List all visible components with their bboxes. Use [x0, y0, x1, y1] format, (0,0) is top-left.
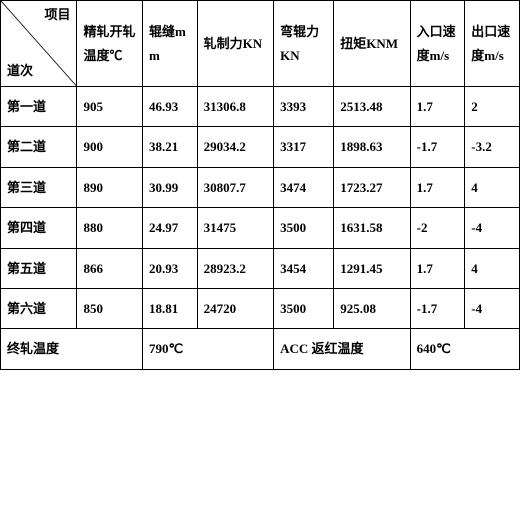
cell: 925.08	[334, 288, 410, 328]
table-row: 第四道 880 24.97 31475 3500 1631.58 -2 -4	[1, 208, 520, 248]
cell: 2513.48	[334, 87, 410, 127]
rolling-schedule-table: 项目 道次 精轧开轧温度℃ 辊缝mm 轧制力KN 弯辊力KN 扭矩KNM 入口速…	[0, 0, 520, 370]
table-row: 第二道 900 38.21 29034.2 3317 1898.63 -1.7 …	[1, 127, 520, 167]
header-col-2: 辊缝mm	[143, 1, 198, 87]
header-col-6: 入口速度m/s	[410, 1, 465, 87]
row-label: 第六道	[1, 288, 77, 328]
cell: 905	[77, 87, 143, 127]
header-row: 项目 道次 精轧开轧温度℃ 辊缝mm 轧制力KN 弯辊力KN 扭矩KNM 入口速…	[1, 1, 520, 87]
row-label: 第五道	[1, 248, 77, 288]
cell: -4	[465, 288, 520, 328]
cell: 4	[465, 248, 520, 288]
cell: 850	[77, 288, 143, 328]
cell: 28923.2	[197, 248, 273, 288]
cell: 3454	[274, 248, 334, 288]
cell: 29034.2	[197, 127, 273, 167]
cell: -1.7	[410, 288, 465, 328]
cell: 2	[465, 87, 520, 127]
table-row: 第一道 905 46.93 31306.8 3393 2513.48 1.7 2	[1, 87, 520, 127]
table: 项目 道次 精轧开轧温度℃ 辊缝mm 轧制力KN 弯辊力KN 扭矩KNM 入口速…	[0, 0, 520, 370]
row-label: 第三道	[1, 167, 77, 207]
cell: 4	[465, 167, 520, 207]
header-col-7: 出口速度m/s	[465, 1, 520, 87]
cell: 1631.58	[334, 208, 410, 248]
cell: -3.2	[465, 127, 520, 167]
cell: 880	[77, 208, 143, 248]
cell: 24720	[197, 288, 273, 328]
cell: 1.7	[410, 248, 465, 288]
header-col-4: 弯辊力KN	[274, 1, 334, 87]
cell: 3500	[274, 288, 334, 328]
table-row: 第三道 890 30.99 30807.7 3474 1723.27 1.7 4	[1, 167, 520, 207]
cell: 1.7	[410, 167, 465, 207]
header-col-5: 扭矩KNM	[334, 1, 410, 87]
cell: 866	[77, 248, 143, 288]
cell: 1291.45	[334, 248, 410, 288]
cell: -2	[410, 208, 465, 248]
footer-acc-temp-value: 640℃	[410, 329, 519, 369]
cell: 1723.27	[334, 167, 410, 207]
cell: 30807.7	[197, 167, 273, 207]
footer-acc-temp-label: ACC 返红温度	[274, 329, 411, 369]
header-col-3: 轧制力KN	[197, 1, 273, 87]
cell: 3500	[274, 208, 334, 248]
cell: 46.93	[143, 87, 198, 127]
cell: 20.93	[143, 248, 198, 288]
row-label: 第二道	[1, 127, 77, 167]
cell: 3474	[274, 167, 334, 207]
row-label: 第四道	[1, 208, 77, 248]
cell: -1.7	[410, 127, 465, 167]
cell: 890	[77, 167, 143, 207]
cell: 3393	[274, 87, 334, 127]
cell: 31475	[197, 208, 273, 248]
cell: 1898.63	[334, 127, 410, 167]
cell: -4	[465, 208, 520, 248]
cell: 30.99	[143, 167, 198, 207]
header-diag-top: 项目	[44, 5, 70, 26]
cell: 18.81	[143, 288, 198, 328]
footer-row: 终轧温度 790℃ ACC 返红温度 640℃	[1, 329, 520, 369]
header-col-1: 精轧开轧温度℃	[77, 1, 143, 87]
header-diag-bottom: 道次	[7, 61, 33, 82]
cell: 3317	[274, 127, 334, 167]
table-body: 第一道 905 46.93 31306.8 3393 2513.48 1.7 2…	[1, 87, 520, 370]
table-row: 第五道 866 20.93 28923.2 3454 1291.45 1.7 4	[1, 248, 520, 288]
footer-final-temp-value: 790℃	[143, 329, 274, 369]
cell: 1.7	[410, 87, 465, 127]
cell: 38.21	[143, 127, 198, 167]
cell: 900	[77, 127, 143, 167]
cell: 31306.8	[197, 87, 273, 127]
table-row: 第六道 850 18.81 24720 3500 925.08 -1.7 -4	[1, 288, 520, 328]
row-label: 第一道	[1, 87, 77, 127]
header-diag-cell: 项目 道次	[1, 1, 77, 87]
footer-final-temp-label: 终轧温度	[1, 329, 143, 369]
cell: 24.97	[143, 208, 198, 248]
